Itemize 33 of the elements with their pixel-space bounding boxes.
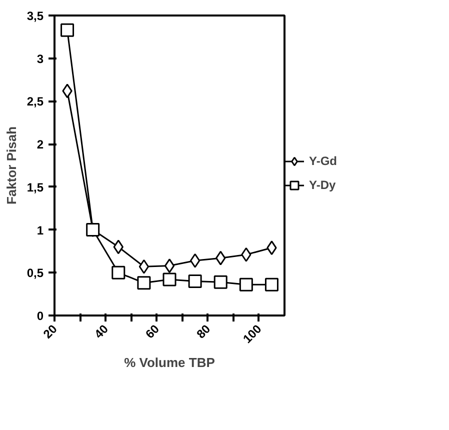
y-tick-label: 1 <box>36 223 44 238</box>
point <box>264 278 278 292</box>
legend-label: Y-Dy <box>309 178 336 192</box>
x-axis-title: % Volume TBP <box>124 355 216 370</box>
point <box>60 23 74 37</box>
point <box>188 274 202 288</box>
point <box>216 250 226 266</box>
y-tick-label: 0,5 <box>26 266 44 280</box>
point <box>164 258 175 274</box>
y-tick-label: 2 <box>36 138 44 152</box>
point <box>190 253 200 268</box>
point <box>266 240 277 256</box>
point <box>241 247 252 262</box>
point <box>138 259 150 274</box>
point <box>112 266 126 280</box>
x-tick-label: 80 <box>194 322 214 342</box>
x-tick-label: 20 <box>40 322 60 342</box>
y-tick-label: 1,5 <box>26 180 44 194</box>
x-tick-label: 100 <box>240 322 264 346</box>
y-axis-title: Faktor Pisah <box>4 126 19 205</box>
y-tick-label: 3 <box>36 52 44 66</box>
point <box>239 278 253 292</box>
point <box>137 276 151 290</box>
x-tick-label: 60 <box>142 322 162 342</box>
point <box>62 84 72 98</box>
legend-label: Y-Gd <box>309 154 338 168</box>
y-tick-label: 0 <box>36 309 44 323</box>
y-tick-label: 3,5 <box>26 9 44 23</box>
y-tick-label: 2,5 <box>26 94 44 109</box>
point <box>214 275 228 289</box>
x-tick-label: 40 <box>92 322 112 342</box>
point <box>162 272 176 286</box>
point <box>113 240 124 254</box>
